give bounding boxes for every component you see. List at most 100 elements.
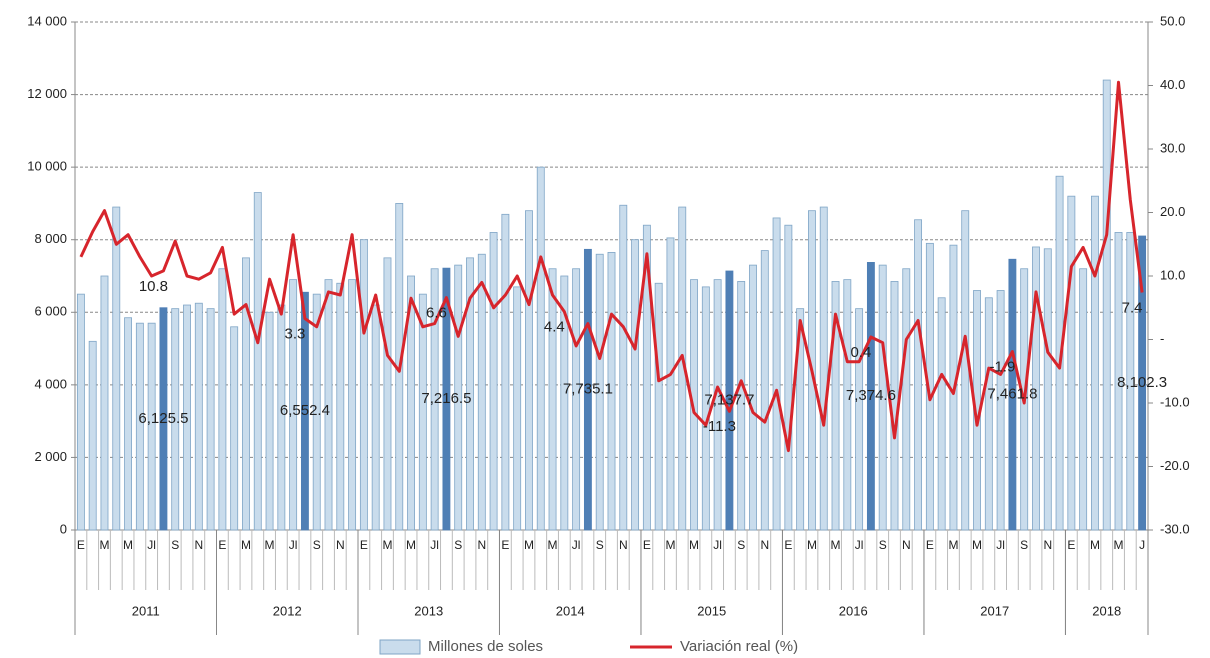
bar (230, 326, 239, 531)
x-tick-label: M (241, 538, 251, 552)
bar (289, 279, 298, 531)
line-value-label: 3.3 (284, 326, 305, 343)
x-tick-label: S (313, 538, 321, 552)
bar (312, 293, 321, 531)
bar (737, 281, 746, 531)
y-tick-label: 8 000 (34, 231, 67, 246)
bar-value-label: 7,374.6 (846, 387, 896, 404)
line-series (79, 80, 1144, 453)
x-tick-label: E (643, 538, 651, 552)
bar-value-label: 8,102.3 (1117, 374, 1167, 391)
bar (218, 268, 227, 531)
y-tick-label: 2 000 (34, 449, 67, 464)
line-value-label: 6.6 (426, 305, 447, 322)
line-value-label: 10.8 (139, 278, 168, 295)
x-tick-label: S (454, 538, 462, 552)
bar (1055, 175, 1064, 531)
y-tick-label: 12 000 (27, 86, 67, 101)
bar (159, 307, 168, 531)
bar (135, 322, 144, 531)
bar (501, 213, 510, 531)
bar (147, 322, 156, 531)
bar (430, 268, 439, 531)
bar (1043, 248, 1052, 531)
x-tick-label: M (99, 538, 109, 552)
bar (642, 224, 651, 531)
x-tick-label: S (1020, 538, 1028, 552)
bar (831, 281, 840, 531)
year-label: 2013 (414, 603, 443, 618)
x-tick-label: Jl (289, 538, 298, 552)
bar (1032, 246, 1040, 531)
x-tick-label: Jl (430, 538, 439, 552)
year-label: 2014 (556, 603, 585, 618)
x-tick-label: M (831, 538, 841, 552)
y-tick-label: 10 000 (27, 159, 67, 174)
bar (631, 239, 640, 531)
bar-value-label: 7,216.5 (421, 390, 471, 407)
x-tick-label: Jl (713, 538, 722, 552)
y2-tick-label: 40.0 (1160, 77, 1185, 92)
bar-value-label: 7,137.7 (704, 391, 754, 408)
bar (112, 206, 121, 531)
y2-tick-label: -30.0 (1160, 521, 1190, 536)
bar (843, 279, 852, 531)
bar (1126, 232, 1135, 531)
bar (1114, 232, 1123, 531)
legend-label: Variación real (%) (680, 638, 798, 655)
bar (348, 279, 357, 531)
bar (513, 286, 522, 531)
y-tick-label: 0 (60, 521, 67, 536)
x-tick-label: M (123, 538, 133, 552)
year-label: 2016 (839, 603, 868, 618)
bar (619, 204, 628, 531)
bar (536, 166, 545, 531)
bar (749, 264, 757, 531)
bar (796, 308, 805, 531)
bar (359, 239, 368, 531)
bar (300, 291, 309, 531)
bar (477, 253, 486, 531)
bar (784, 224, 793, 531)
y2-tick-label: - (1160, 331, 1164, 346)
bar (76, 293, 85, 531)
bar (1067, 195, 1076, 531)
y2-tick-label: -20.0 (1160, 458, 1190, 473)
x-tick-label: Jl (147, 538, 156, 552)
bar (253, 192, 262, 531)
bar (666, 237, 675, 531)
x-tick-label: M (406, 538, 416, 552)
bar (855, 308, 864, 531)
x-tick-label: N (477, 538, 486, 552)
legend-swatch (379, 639, 421, 655)
x-tick-label: J (1139, 538, 1145, 552)
bar (607, 252, 616, 531)
bar (1102, 79, 1111, 531)
bar (690, 279, 698, 531)
bar (454, 264, 463, 531)
bar (914, 219, 923, 531)
bar-value-label: 6,552.4 (280, 402, 330, 419)
bar (324, 279, 333, 531)
x-tick-label: N (619, 538, 628, 552)
bar (572, 268, 581, 531)
bar (760, 250, 769, 531)
x-tick-label: E (360, 538, 368, 552)
bar (171, 308, 180, 531)
bar (407, 275, 415, 531)
bar (866, 262, 875, 531)
bar (489, 232, 498, 531)
x-tick-label: S (596, 538, 604, 552)
x-tick-label: M (1090, 538, 1100, 552)
x-tick-label: E (218, 538, 226, 552)
x-tick-label: E (501, 538, 509, 552)
bar (206, 308, 215, 531)
x-tick-label: Jl (572, 538, 581, 552)
year-label: 2015 (697, 603, 726, 618)
x-tick-label: N (902, 538, 911, 552)
x-tick-label: N (194, 538, 203, 552)
x-tick-label: M (665, 538, 675, 552)
x-tick-label: M (948, 538, 958, 552)
y2-tick-label: 10.0 (1160, 267, 1185, 282)
bar (902, 268, 911, 531)
